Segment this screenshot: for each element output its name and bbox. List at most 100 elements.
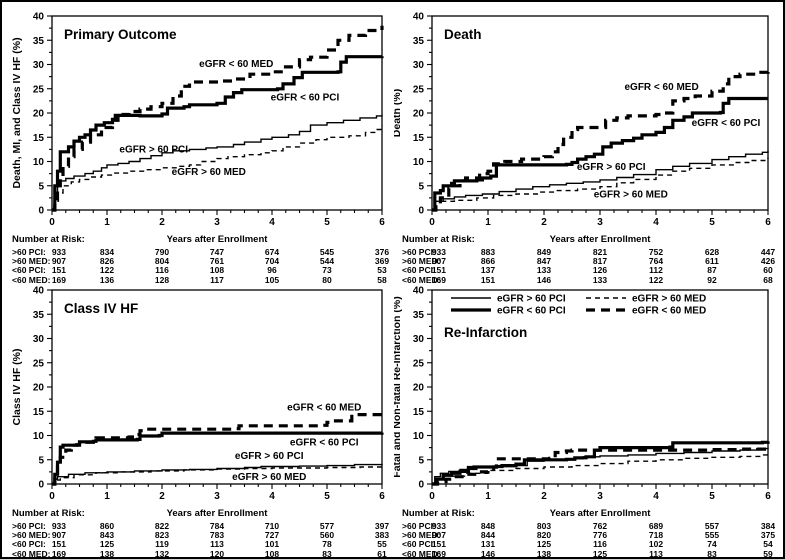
risk-value: 826 — [99, 256, 115, 267]
risk-value: 803 — [536, 521, 552, 531]
risk-value: 146 — [536, 274, 552, 285]
risk-value: 61 — [377, 548, 387, 559]
risk-value: 545 — [319, 247, 335, 257]
risk-value: 146 — [480, 548, 496, 559]
risk-value: 92 — [707, 274, 717, 285]
x-axis-title: Years after Enrollment — [166, 508, 268, 519]
x-tick-label: 5 — [324, 217, 330, 226]
risk-value: 823 — [154, 530, 170, 541]
risk-value: 112 — [649, 265, 663, 276]
risk-value: 151 — [51, 265, 66, 276]
x-tick-label: 1 — [104, 217, 110, 226]
y-tick-label: 25 — [413, 358, 425, 369]
panel-title: Class IV HF — [64, 301, 138, 316]
curve-egfr-gt60-pci — [52, 114, 383, 211]
curve-egfr-lt60-med — [52, 25, 384, 212]
x-tick-label: 0 — [429, 491, 435, 500]
risk-value: 747 — [209, 247, 225, 257]
curve-label: eGFR > 60 PCI — [235, 451, 304, 462]
y-tick-label: 25 — [413, 84, 425, 95]
risk-value: 866 — [480, 256, 496, 267]
risk-value: 116 — [155, 265, 169, 276]
x-tick-label: 0 — [49, 491, 55, 500]
x-tick-label: 1 — [485, 491, 491, 500]
curve-egfr-lt60-med — [432, 447, 770, 486]
risk-value: 761 — [209, 256, 225, 267]
y-axis-title: Fatal and Non-fatal Re-Infarction (%) — [394, 296, 403, 477]
risk-value: 131 — [480, 539, 496, 550]
risk-value: 447 — [760, 247, 776, 257]
risk-value: 611 — [705, 256, 719, 267]
curve-egfr-gt60-med — [52, 465, 383, 485]
risk-value: 784 — [209, 521, 225, 531]
risk-value: 132 — [154, 548, 170, 559]
risk-row-label: >60 PCI: — [12, 521, 46, 531]
risk-value: 105 — [264, 274, 280, 285]
x-tick-label: 2 — [541, 217, 547, 226]
risk-value: 80 — [322, 274, 332, 285]
plot-death: 0 5 10 15 20 25 30 35 40 0 1 2 3 4 5 6 Death (%) Death eGF… — [394, 12, 771, 227]
risk-header: Number at Risk: — [402, 234, 475, 245]
risk-value: 762 — [592, 521, 608, 531]
y-tick-label: 0 — [38, 206, 44, 217]
risk-value: 883 — [480, 247, 496, 257]
risk-value: 113 — [649, 548, 663, 559]
y-axis-title: Death (%) — [394, 89, 403, 137]
risk-value: 933 — [431, 521, 446, 531]
risk-value: 125 — [592, 548, 608, 559]
y-tick-label: 10 — [413, 157, 425, 168]
risk-value: 96 — [267, 265, 277, 276]
risk-value: 128 — [154, 274, 170, 285]
risk-value: 54 — [763, 539, 773, 550]
legend-label: eGFR > 60 MED — [632, 294, 706, 305]
risk-value: 138 — [536, 548, 552, 559]
x-tick-label: 0 — [429, 217, 435, 226]
y-tick-label: 35 — [413, 36, 425, 47]
y-tick-label: 30 — [33, 334, 45, 345]
curve-egfr-gt60-med — [432, 453, 769, 485]
risk-value: 369 — [374, 256, 390, 267]
risk-value: 933 — [431, 247, 446, 257]
panel-title: Re-Infarction — [444, 325, 527, 340]
plot-box — [51, 289, 383, 485]
x-tick-label: 6 — [765, 491, 771, 500]
risk-value: 119 — [155, 539, 169, 550]
risk-row-label: >60 MED: — [12, 256, 51, 267]
risk-value: 136 — [99, 274, 115, 285]
risk-value: 790 — [154, 247, 170, 257]
legend-label: eGFR < 60 PCI — [497, 306, 566, 317]
y-tick-label: 20 — [33, 109, 45, 120]
y-tick-label: 30 — [413, 60, 425, 71]
risk-table-re-infarction: Number at Risk: Years after Enrollment >60… — [394, 500, 783, 557]
x-tick-label: 3 — [214, 217, 220, 226]
curve-label: eGFR < 60 PCI — [271, 92, 340, 103]
x-tick-label: 2 — [541, 491, 547, 500]
y-tick-label: 5 — [38, 455, 44, 466]
curve-egfr-gt60-med — [432, 157, 769, 211]
risk-row-label: >60 PCI: — [402, 521, 436, 531]
panel-class-iv-hf: 0 5 10 15 20 25 30 35 40 0 1 2 3 4 5 6 Class IV HF (%) Cl… — [4, 280, 394, 559]
risk-value: 169 — [51, 548, 66, 559]
risk-value: 137 — [480, 265, 496, 276]
risk-row-label: >60 PCI: — [12, 247, 46, 257]
risk-value: 822 — [154, 521, 170, 531]
x-tick-label: 6 — [379, 217, 385, 226]
risk-value: 108 — [209, 265, 225, 276]
y-tick-label: 25 — [33, 358, 45, 369]
x-tick-label: 5 — [709, 217, 715, 226]
y-tick-label: 15 — [413, 133, 425, 144]
risk-value: 60 — [763, 265, 773, 276]
risk-value: 126 — [592, 265, 608, 276]
risk-value: 59 — [763, 548, 773, 559]
curve-egfr-lt60-med — [52, 413, 384, 486]
risk-value: 120 — [209, 548, 225, 559]
risk-value: 83 — [707, 548, 717, 559]
y-tick-label: 35 — [413, 310, 425, 321]
risk-value: 860 — [99, 521, 115, 531]
risk-value: 704 — [264, 256, 280, 267]
risk-value: 102 — [648, 539, 664, 550]
curve-label: eGFR > 60 PCI — [119, 144, 188, 155]
y-tick-label: 35 — [33, 36, 45, 47]
curve-label: eGFR > 60 MED — [172, 167, 246, 178]
risk-header: Number at Risk: — [402, 508, 475, 519]
